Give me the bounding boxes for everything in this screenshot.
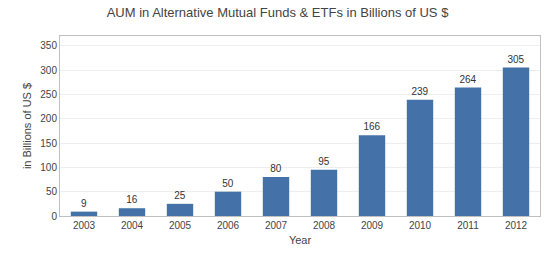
svg-text:300: 300 [40,65,57,76]
svg-text:239: 239 [411,86,428,97]
svg-text:2011: 2011 [457,220,479,231]
svg-text:in Billions of US $: in Billions of US $ [21,83,33,169]
svg-text:2008: 2008 [313,220,336,231]
svg-text:2007: 2007 [265,220,288,231]
svg-text:150: 150 [40,138,57,149]
svg-text:2009: 2009 [361,220,384,231]
svg-text:305: 305 [507,54,524,65]
svg-text:AUM in Alternative Mutual Fund: AUM in Alternative Mutual Funds & ETFs i… [107,5,450,20]
svg-text:350: 350 [40,40,57,51]
svg-text:250: 250 [40,89,57,100]
svg-text:2010: 2010 [409,220,432,231]
svg-text:2003: 2003 [73,220,96,231]
svg-text:0: 0 [51,211,57,222]
svg-text:2012: 2012 [505,220,528,231]
svg-text:Year: Year [289,234,312,246]
svg-text:2005: 2005 [169,220,192,231]
svg-text:100: 100 [40,162,57,173]
svg-text:50: 50 [46,186,58,197]
svg-text:166: 166 [363,121,380,132]
svg-text:2006: 2006 [217,220,240,231]
svg-text:264: 264 [459,74,476,85]
svg-text:95: 95 [318,156,330,167]
svg-text:200: 200 [40,113,57,124]
svg-text:16: 16 [126,194,138,205]
svg-text:25: 25 [174,190,186,201]
svg-text:9: 9 [81,198,87,209]
svg-text:2004: 2004 [121,220,144,231]
svg-text:80: 80 [270,163,282,174]
svg-text:50: 50 [222,178,234,189]
